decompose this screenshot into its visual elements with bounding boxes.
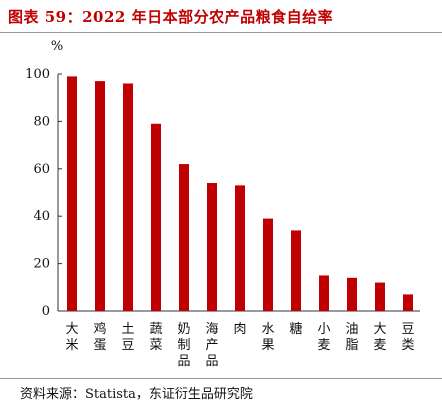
bar-1 [95, 81, 105, 311]
bar-10 [347, 277, 357, 311]
bar-8 [291, 230, 301, 311]
bar-series [67, 76, 413, 312]
bar-4 [179, 164, 189, 311]
bar-11 [375, 282, 385, 311]
x-category-label: 糖 [289, 321, 302, 337]
bar-0 [67, 76, 77, 312]
x-category-label: 肉 [233, 322, 246, 337]
x-category-label: 水果 [261, 322, 274, 353]
source-note: 资料来源：Statista，东证衍生品研究院 [20, 387, 253, 402]
x-category-label: 大麦 [373, 322, 386, 353]
x-category-label: 油脂 [345, 322, 358, 353]
bar-12 [403, 294, 413, 311]
bar-2 [123, 83, 133, 311]
y-axis-unit-label: % [51, 39, 63, 54]
title-divider [0, 32, 442, 33]
x-category-label: 海产品 [205, 322, 218, 369]
bar-5 [207, 183, 217, 311]
y-axis-ticks: 0 20 40 60 80 100 [25, 67, 62, 319]
y-tick-label: 60 [33, 162, 50, 177]
bar-9 [319, 275, 329, 311]
y-tick-label: 80 [33, 114, 50, 129]
y-tick-label: 0 [42, 304, 50, 319]
x-category-label: 鸡蛋 [93, 321, 106, 353]
bar-3 [151, 123, 161, 312]
x-category-label: 豆类 [401, 322, 414, 353]
x-category-label: 奶制品 [177, 322, 190, 369]
bar-6 [235, 185, 245, 311]
source-divider [0, 378, 442, 379]
y-tick-label: 40 [33, 209, 50, 224]
x-category-label: 蔬菜 [149, 322, 162, 353]
y-tick-label: 20 [33, 257, 50, 272]
x-category-label: 土豆 [121, 322, 134, 353]
y-tick-label: 100 [25, 67, 50, 82]
bar-7 [263, 218, 273, 311]
x-category-label: 小麦 [317, 322, 330, 353]
x-category-label: 大米 [65, 322, 78, 353]
figure-title: 图表 59：2022 年日本部分农产品粮食自给率 [8, 8, 334, 26]
